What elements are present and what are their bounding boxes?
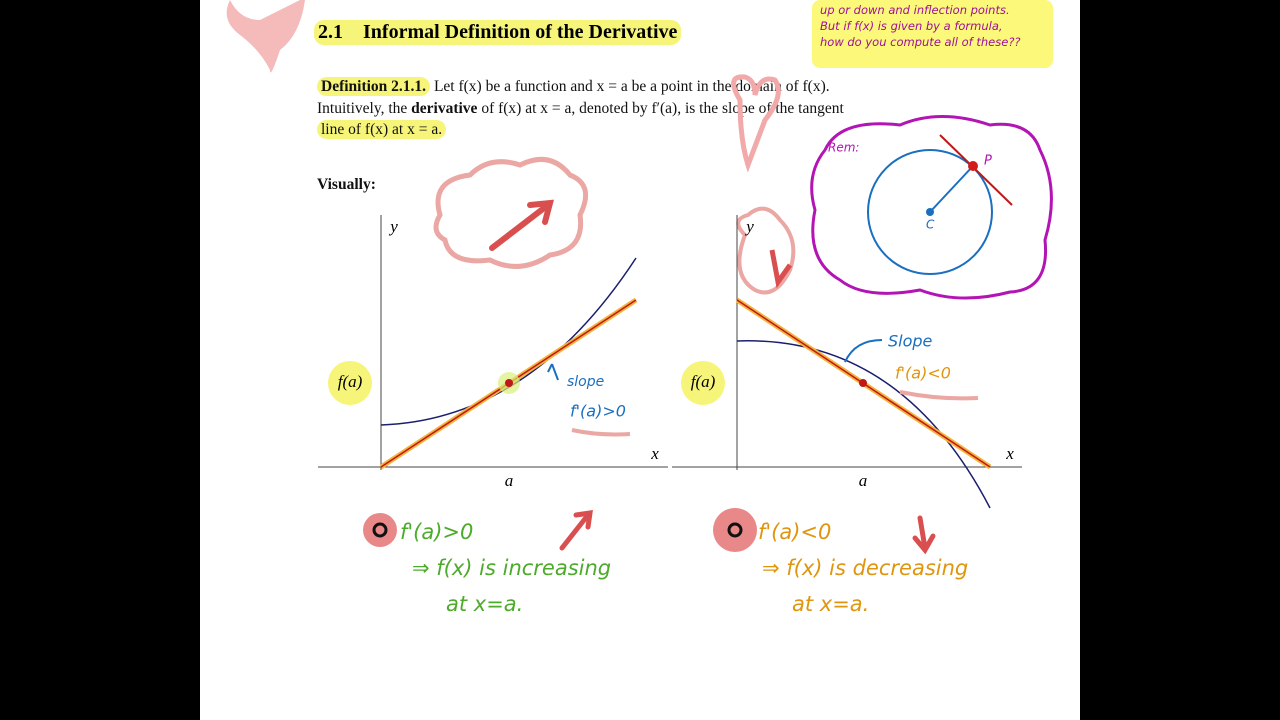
note-line: f'(a)>0 bbox=[400, 520, 474, 544]
note-line: ⇒ f(x) is increasing bbox=[412, 556, 612, 580]
left-conclusion: f'(a)>0 ⇒ f(x) is increasing at x=a. bbox=[400, 514, 611, 622]
top-note: up or down and inflection points. But if… bbox=[812, 0, 1053, 68]
visually-label: Visually: bbox=[317, 176, 376, 193]
note-line: up or down and inflection points. bbox=[820, 3, 1010, 17]
note-line: f'(a)<0 bbox=[758, 520, 832, 544]
axis-label: y bbox=[388, 217, 398, 236]
arrow-doodle bbox=[844, 339, 883, 363]
reminder-cloud bbox=[810, 115, 1053, 300]
note: f'(a)<0 bbox=[895, 364, 951, 383]
radius bbox=[929, 165, 974, 213]
document-page: 2.1 Informal Definition of the Derivativ… bbox=[200, 0, 1080, 720]
axis-label: x bbox=[650, 444, 659, 463]
note: Rem: bbox=[828, 141, 859, 155]
highlight bbox=[328, 361, 372, 405]
point bbox=[926, 208, 934, 216]
note-line: at x=a. bbox=[792, 592, 870, 616]
arrow-doodle bbox=[489, 202, 551, 251]
underline-doodle bbox=[899, 390, 979, 401]
bullet-doodle bbox=[727, 522, 743, 538]
tangent-highlight bbox=[379, 297, 638, 470]
definition-text: Intuitively, the bbox=[317, 100, 412, 117]
bullet-doodle bbox=[363, 513, 397, 547]
section-number: 2.1 bbox=[318, 21, 343, 43]
highlight bbox=[681, 361, 725, 405]
point-label: C bbox=[926, 218, 935, 232]
point bbox=[859, 379, 867, 387]
note: slope bbox=[567, 374, 604, 390]
definition-term: derivative bbox=[411, 100, 478, 117]
definition-line: line of f(x) at x = a. bbox=[317, 120, 447, 139]
definition-line: Definition 2.1.1. Let f(x) be a function… bbox=[317, 77, 830, 96]
definition-label: Definition 2.1.1. bbox=[317, 77, 431, 96]
axis-label: x bbox=[1005, 444, 1014, 463]
definition-text: of f(x) at x = a, denoted by f′(a), is t… bbox=[477, 100, 844, 117]
tangent-highlight bbox=[735, 297, 992, 470]
bullet-doodle bbox=[713, 508, 757, 552]
arrow-doodle bbox=[547, 363, 559, 381]
note: f'(a)>0 bbox=[570, 402, 626, 421]
definition-text: Let f(x) be a function and x = a be a po… bbox=[433, 78, 830, 95]
section-title: Informal Definition of the Derivative bbox=[363, 21, 678, 43]
bullet-doodle bbox=[372, 522, 388, 538]
note-line: at x=a. bbox=[446, 592, 524, 616]
note-line: ⇒ f(x) is decreasing bbox=[762, 556, 969, 580]
heart-doodle bbox=[226, 0, 305, 73]
definition-line: Intuitively, the derivative of f(x) at x… bbox=[317, 100, 844, 118]
note-line: how do you compute all of these?? bbox=[820, 35, 1021, 49]
point-label: P bbox=[984, 154, 992, 169]
tangent bbox=[736, 299, 991, 468]
axis-label: a bbox=[505, 471, 514, 490]
arrow-doodle bbox=[527, 199, 555, 225]
definition-text: line of f(x) at x = a. bbox=[317, 120, 447, 139]
curve bbox=[736, 340, 991, 509]
right-conclusion: f'(a)<0 ⇒ f(x) is decreasing at x=a. bbox=[758, 514, 968, 622]
point bbox=[505, 379, 513, 387]
note: Slope bbox=[888, 332, 933, 351]
curve bbox=[380, 257, 637, 426]
axis-label: f(a) bbox=[338, 372, 363, 391]
arrow-doodle bbox=[769, 249, 793, 289]
thought-cloud bbox=[433, 156, 589, 269]
tangent bbox=[939, 134, 1013, 206]
note-line: But if f(x) is given by a formula, bbox=[820, 19, 1003, 33]
axis-label: a bbox=[859, 471, 868, 490]
circle bbox=[867, 149, 993, 275]
thought-cloud bbox=[736, 206, 796, 295]
section-heading: 2.1 Informal Definition of the Derivativ… bbox=[314, 20, 682, 45]
axis-label: f(a) bbox=[691, 372, 716, 391]
point bbox=[968, 161, 978, 171]
axis-label: y bbox=[744, 217, 754, 236]
underline-doodle bbox=[571, 428, 631, 437]
highlight bbox=[498, 372, 520, 394]
tangent bbox=[380, 299, 637, 468]
